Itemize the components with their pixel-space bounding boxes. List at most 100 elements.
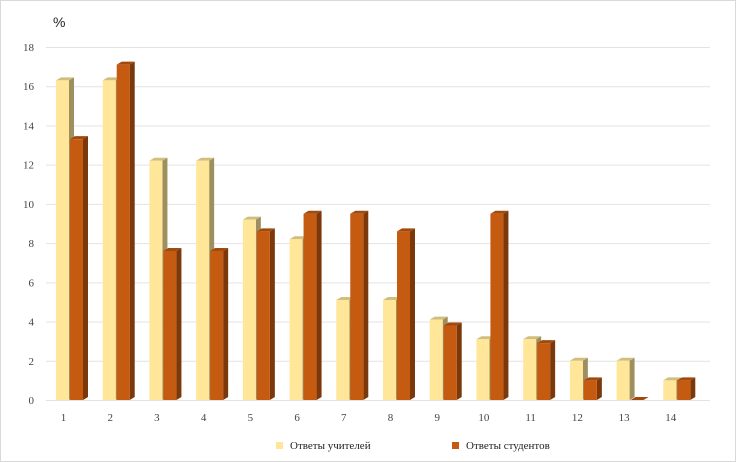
- bar-top: [616, 357, 635, 361]
- bar-front: [583, 380, 597, 400]
- bar-top: [630, 397, 649, 400]
- bar-front: [677, 380, 691, 400]
- legend: Ответы учителей Ответы студентов: [276, 440, 550, 452]
- bar-students-14: [677, 377, 696, 400]
- x-tick-label: 4: [201, 412, 207, 424]
- y-tick-label: 2: [29, 356, 35, 368]
- bar-side: [690, 377, 696, 400]
- bar-students-11: [537, 340, 556, 400]
- y-tick-label: 10: [23, 199, 35, 211]
- y-tick-label: 4: [29, 317, 35, 329]
- bar-front: [149, 160, 163, 400]
- bar-front: [490, 213, 504, 400]
- bar-side: [83, 136, 88, 400]
- bar-top: [303, 210, 322, 214]
- y-tick-label: 16: [23, 81, 35, 93]
- bar-students-1: [70, 136, 88, 400]
- y-tick-label: 6: [29, 277, 35, 289]
- bar-front: [56, 80, 69, 400]
- bar-top: [256, 228, 275, 232]
- bar-students-6: [303, 210, 322, 400]
- bar-side: [503, 210, 509, 400]
- y-tick-label: 12: [23, 160, 34, 172]
- bar-top: [583, 377, 602, 381]
- bar-side: [629, 357, 635, 400]
- bar-front: [242, 219, 256, 400]
- bar-front: [196, 160, 210, 400]
- bar-students-12: [583, 377, 602, 400]
- x-tick-label: 13: [619, 412, 631, 424]
- bar-side: [223, 247, 229, 400]
- bar-top: [383, 296, 401, 300]
- bar-top: [350, 210, 369, 214]
- bar-side: [316, 210, 322, 400]
- bar-top: [210, 247, 229, 251]
- bar-students-2: [116, 61, 135, 401]
- x-tick-label: 9: [434, 412, 440, 424]
- x-tick-label: 5: [248, 412, 254, 424]
- bar-front: [116, 64, 130, 401]
- bar-side: [269, 228, 275, 400]
- bar-top: [149, 157, 168, 161]
- legend-label: Ответы учителей: [290, 440, 371, 452]
- bar-front: [163, 250, 177, 400]
- x-tick-labels: 1 2 3 4 5 6 7 8 9 10 11 12 13 14: [61, 412, 677, 424]
- bar-front: [303, 213, 317, 400]
- y-tick-label: 18: [23, 42, 35, 54]
- bar-top: [443, 322, 462, 326]
- legend-label: Ответы студентов: [466, 440, 550, 452]
- y-tick-label: 8: [29, 238, 35, 250]
- bar-students-7: [350, 210, 369, 400]
- x-tick-label: 1: [61, 412, 67, 424]
- bar-front: [289, 239, 303, 400]
- legend-swatch: [276, 442, 283, 449]
- bar-top: [537, 340, 556, 344]
- bar-top: [70, 136, 88, 140]
- bar-students-4: [210, 247, 229, 400]
- bar-students-10: [490, 210, 509, 400]
- bar-top: [289, 236, 308, 240]
- bar-front: [102, 80, 116, 400]
- legend-swatch: [452, 442, 459, 449]
- x-tick-label: 8: [388, 412, 394, 424]
- bar-teachers-13: [616, 357, 635, 400]
- bar-top: [523, 336, 542, 340]
- bar-front: [663, 380, 677, 400]
- bar-top: [163, 247, 182, 251]
- bar-students-3: [163, 247, 182, 400]
- bar-front: [429, 319, 443, 400]
- y-tick-labels: 0 2 4 6 8 10 12 14 16 18: [23, 42, 35, 407]
- bar-top: [569, 357, 588, 361]
- bar-top: [397, 228, 415, 232]
- bar-top: [56, 77, 74, 81]
- x-tick-label: 10: [478, 412, 490, 424]
- bar-students-5: [256, 228, 275, 400]
- bar-front: [476, 339, 490, 400]
- y-axis-unit-label: %: [53, 14, 65, 30]
- x-tick-label: 6: [294, 412, 300, 424]
- bar-top: [116, 61, 135, 65]
- bars: [56, 61, 696, 401]
- bar-front: [616, 360, 630, 400]
- bar-students-8: [397, 228, 415, 400]
- bar-top: [242, 216, 261, 220]
- bar-side: [129, 61, 135, 401]
- bar-front: [350, 213, 364, 400]
- bar-front: [336, 299, 350, 400]
- x-tick-label: 11: [525, 412, 536, 424]
- bar-top: [476, 336, 495, 340]
- bar-front: [523, 339, 537, 400]
- bar-side: [363, 210, 369, 400]
- bar-front: [383, 299, 396, 400]
- x-tick-label: 3: [154, 412, 160, 424]
- bar-front: [397, 231, 410, 400]
- bar-top: [336, 296, 355, 300]
- bar-top: [102, 77, 121, 81]
- bar-front: [256, 231, 270, 400]
- x-tick-label: 7: [341, 412, 347, 424]
- bar-top: [196, 157, 215, 161]
- bar-top: [490, 210, 509, 214]
- bar-top: [429, 316, 448, 320]
